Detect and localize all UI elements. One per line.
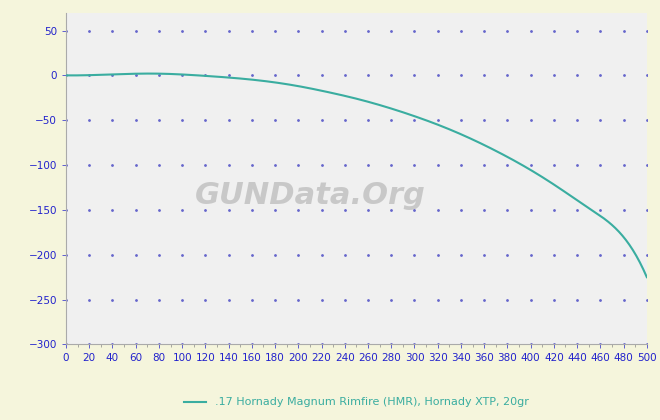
Legend: .17 Hornady Magnum Rimfire (HMR), Hornady XTP, 20gr: .17 Hornady Magnum Rimfire (HMR), Hornad…	[180, 393, 533, 412]
Text: GUNData.Org: GUNData.Org	[195, 181, 426, 210]
